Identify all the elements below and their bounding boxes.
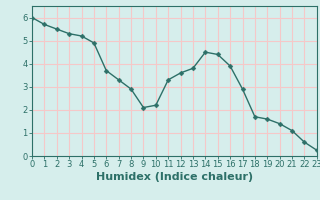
X-axis label: Humidex (Indice chaleur): Humidex (Indice chaleur)	[96, 172, 253, 182]
